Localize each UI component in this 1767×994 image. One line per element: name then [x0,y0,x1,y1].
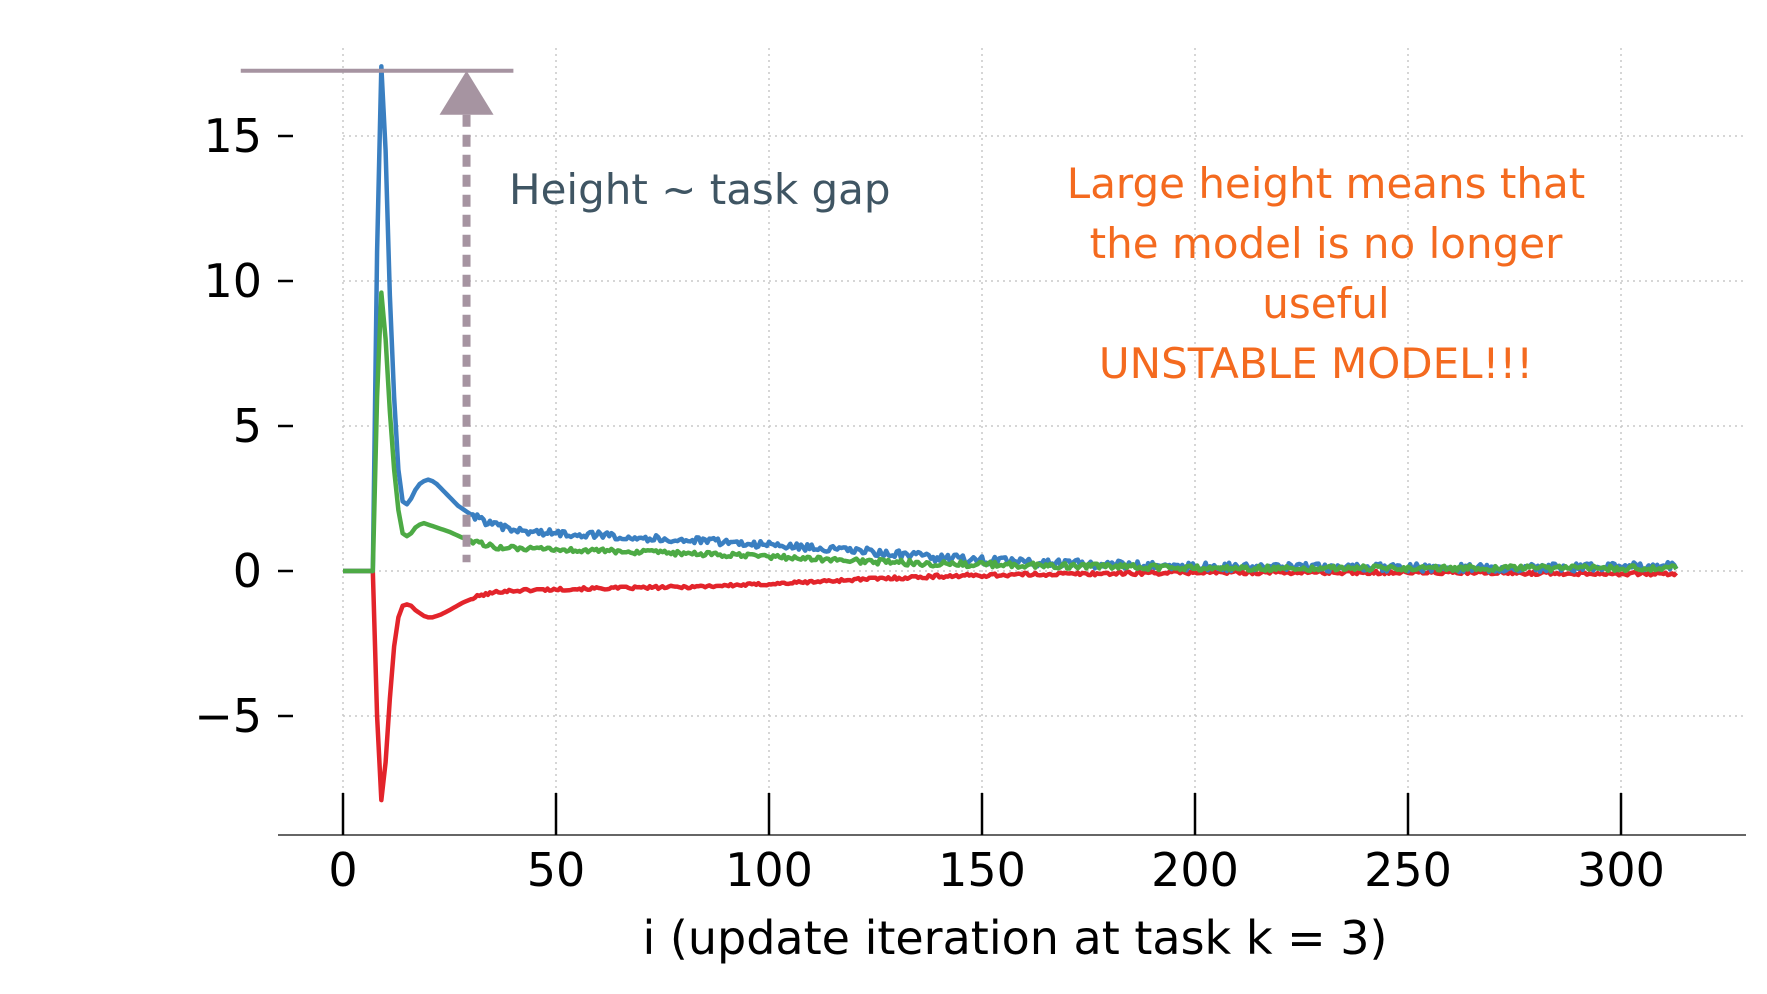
height-gap-label: Height ~ task gap [509,165,891,214]
grid-lines [342,48,1746,835]
y-tick-label: 0 [233,544,262,598]
x-tick-label: 50 [527,843,586,897]
series-line-red [342,568,1679,803]
series-layer [342,64,1679,803]
warning-line-4: UNSTABLE MODEL!!! [1099,339,1533,388]
y-axis-ticks: −5 0 5 10 15 [194,109,293,743]
height-arrow-head [439,70,494,115]
y-tick-label: 5 [233,399,262,453]
x-tick-label: 300 [1577,843,1665,897]
warning-line-1: Large height means that [1067,159,1585,208]
y-tick-label: −5 [194,689,262,743]
y-tick-label: 15 [203,109,262,163]
series-line-blue [342,64,1679,575]
x-axis-title: i (update iteration at task k = 3) [643,911,1388,965]
warning-line-2: the model is no longer [1090,219,1563,268]
x-axis-ticks: 0 50 100 150 200 250 300 [328,793,1665,897]
warning-annotation: Large height means that the model is no … [1067,159,1585,388]
x-tick-label: 200 [1151,843,1239,897]
x-tick-label: 0 [328,843,357,897]
annotation-layer [240,68,514,563]
series-line-green [342,290,1679,574]
x-tick-label: 100 [725,843,813,897]
warning-line-3: useful [1262,279,1389,328]
x-tick-label: 150 [938,843,1026,897]
x-tick-label: 250 [1364,843,1452,897]
y-tick-label: 10 [203,254,262,308]
